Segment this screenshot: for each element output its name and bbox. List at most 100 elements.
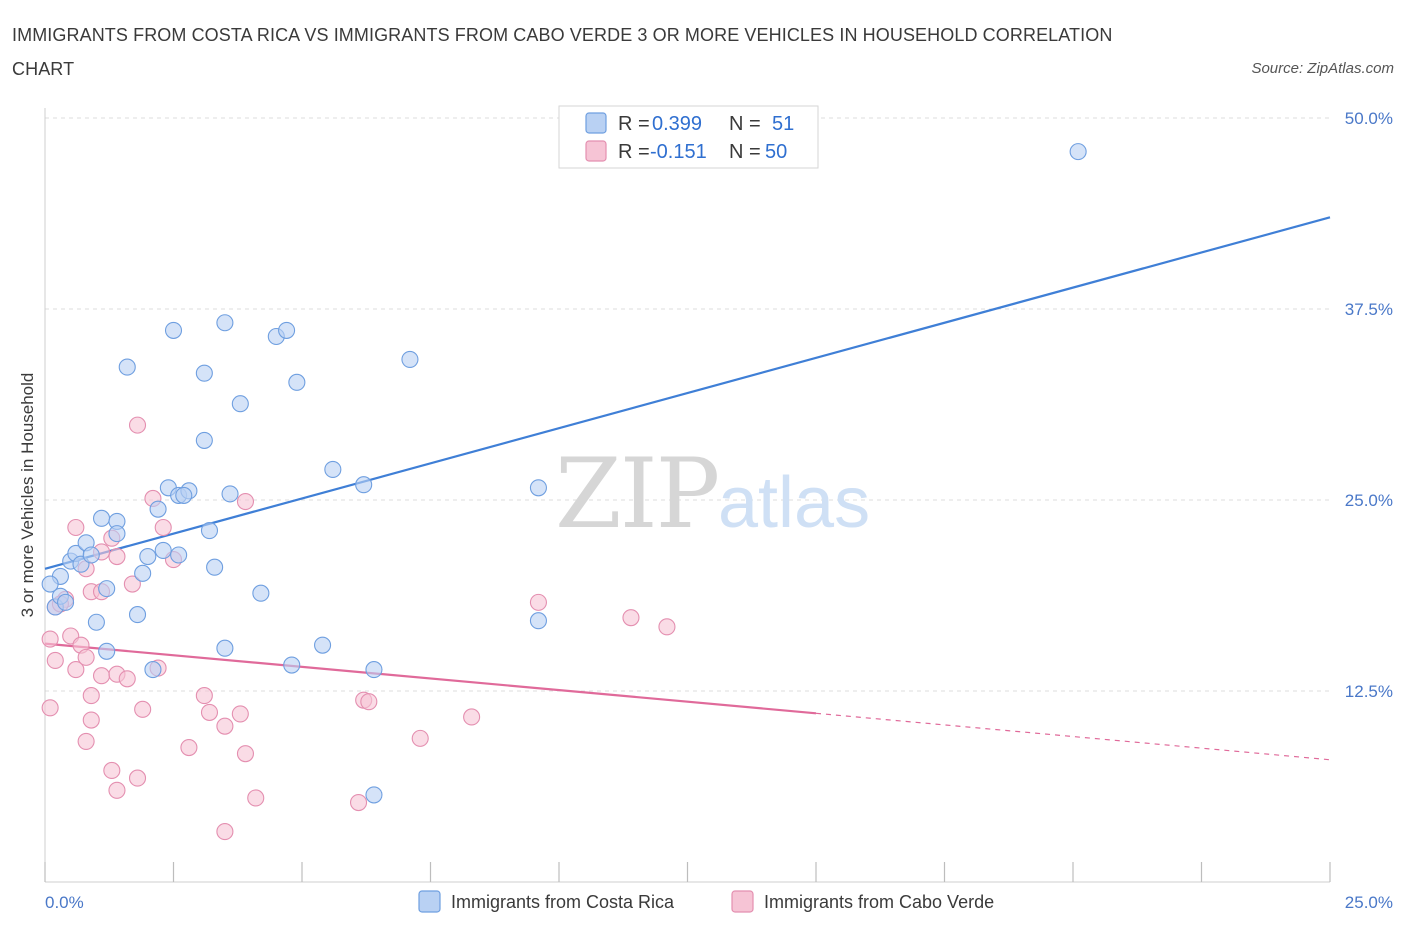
source-label: Source: ZipAtlas.com (1251, 60, 1394, 77)
point-cabo-verde (92, 667, 111, 685)
point-cabo-verde (154, 518, 172, 537)
legend-n-label-costa-rica: N = (729, 113, 761, 135)
legend-n-value-costa-rica: 51 (772, 113, 794, 135)
series-legend-swatch-costa-rica (418, 890, 441, 913)
point-costa-rica (216, 639, 234, 657)
point-costa-rica (164, 321, 183, 339)
y-tick-label: 12.5% (1345, 682, 1393, 701)
legend-n-value-cabo-verde: 50 (765, 141, 787, 163)
series-legend: Immigrants from Costa Rica Immigrants fr… (418, 890, 994, 913)
point-cabo-verde (67, 661, 85, 679)
point-costa-rica (149, 500, 167, 518)
legend-swatch-costa-rica (585, 112, 607, 134)
point-cabo-verde (108, 781, 126, 799)
point-costa-rica (365, 661, 383, 679)
legend-n-label-cabo-verde: N = (729, 141, 761, 163)
point-cabo-verde (128, 416, 147, 434)
point-cabo-verde (622, 609, 640, 627)
point-costa-rica (144, 661, 162, 679)
point-costa-rica (529, 612, 547, 630)
x-ticks (44, 862, 1331, 882)
point-cabo-verde (103, 761, 121, 780)
point-cabo-verde (134, 700, 152, 718)
point-costa-rica (252, 584, 270, 602)
point-costa-rica (314, 636, 332, 654)
series-legend-swatch-cabo-verde (731, 890, 754, 913)
point-cabo-verde (216, 823, 234, 841)
trend-line-dashed-1 (815, 712, 1331, 761)
point-costa-rica (195, 431, 213, 449)
point-cabo-verde (216, 717, 234, 735)
point-cabo-verde (108, 547, 126, 566)
point-costa-rica (118, 358, 136, 376)
point-costa-rica (57, 593, 75, 611)
point-costa-rica (221, 485, 239, 503)
point-costa-rica (108, 525, 126, 543)
point-costa-rica (324, 460, 342, 478)
point-costa-rica (92, 509, 111, 527)
point-cabo-verde (247, 789, 265, 807)
series-legend-label-costa-rica: Immigrants from Costa Rica (451, 892, 675, 912)
point-costa-rica (98, 642, 116, 660)
legend-r-value-costa-rica: 0.399 (652, 113, 702, 135)
point-cabo-verde (41, 699, 59, 717)
point-cabo-verde (180, 738, 198, 757)
point-cabo-verde (658, 618, 676, 636)
point-cabo-verde (77, 732, 95, 750)
legend-r-label-cabo-verde: R = (618, 141, 650, 163)
point-cabo-verde (82, 711, 100, 729)
point-costa-rica (200, 522, 219, 540)
x-tick-label-max: 25.0% (1345, 893, 1393, 912)
point-costa-rica (195, 364, 213, 382)
point-costa-rica (134, 564, 152, 582)
watermark: ZIP atlas (555, 438, 870, 550)
point-costa-rica (175, 486, 193, 504)
point-cabo-verde (200, 703, 219, 721)
points-cabo-verde (41, 416, 676, 841)
point-cabo-verde (349, 793, 368, 812)
point-costa-rica (231, 395, 249, 413)
watermark-atlas: atlas (718, 463, 870, 543)
point-cabo-verde (123, 575, 141, 593)
legend-swatch-cabo-verde (585, 140, 607, 162)
y-tick-label: 37.5% (1345, 300, 1393, 319)
watermark-zip: ZIP (555, 438, 718, 550)
point-costa-rica (288, 373, 306, 391)
point-costa-rica (98, 580, 116, 598)
point-cabo-verde (360, 693, 378, 711)
trend-lines (44, 216, 1331, 761)
legend-r-value-cabo-verde: -0.151 (650, 141, 707, 163)
y-axis-label: 3 or more Vehicles in Household (18, 373, 37, 618)
point-costa-rica (128, 606, 147, 624)
x-tick-label-min: 0.0% (45, 893, 84, 912)
point-costa-rica (41, 575, 59, 593)
trend-line-0 (44, 216, 1331, 570)
y-tick-labels: 12.5% 25.0% 37.5% 50.0% (1345, 109, 1393, 701)
point-costa-rica (529, 479, 547, 497)
point-cabo-verde (118, 670, 136, 688)
point-cabo-verde (236, 492, 255, 511)
legend-r-label-costa-rica: R = (618, 113, 650, 135)
y-tick-label: 25.0% (1345, 491, 1393, 510)
y-tick-label: 50.0% (1345, 109, 1393, 128)
point-costa-rica (365, 786, 383, 804)
point-cabo-verde (46, 651, 64, 669)
point-cabo-verde (82, 687, 100, 705)
point-cabo-verde (463, 708, 481, 726)
point-cabo-verde (195, 687, 213, 705)
point-costa-rica (278, 321, 296, 339)
point-costa-rica (154, 541, 172, 559)
point-costa-rica (1069, 143, 1087, 161)
point-costa-rica (283, 656, 301, 674)
chart-title: IMMIGRANTS FROM COSTA RICA VS IMMIGRANTS… (12, 25, 1113, 79)
point-costa-rica (139, 547, 157, 566)
series-legend-label-cabo-verde: Immigrants from Cabo Verde (764, 892, 994, 912)
point-costa-rica (401, 350, 419, 368)
point-cabo-verde (41, 630, 59, 648)
point-costa-rica (82, 546, 100, 564)
point-costa-rica (170, 546, 188, 564)
point-cabo-verde (231, 705, 249, 723)
stats-legend: R = 0.399 N = 51 R = -0.151 N = 50 (558, 105, 819, 169)
point-costa-rica (87, 613, 105, 631)
